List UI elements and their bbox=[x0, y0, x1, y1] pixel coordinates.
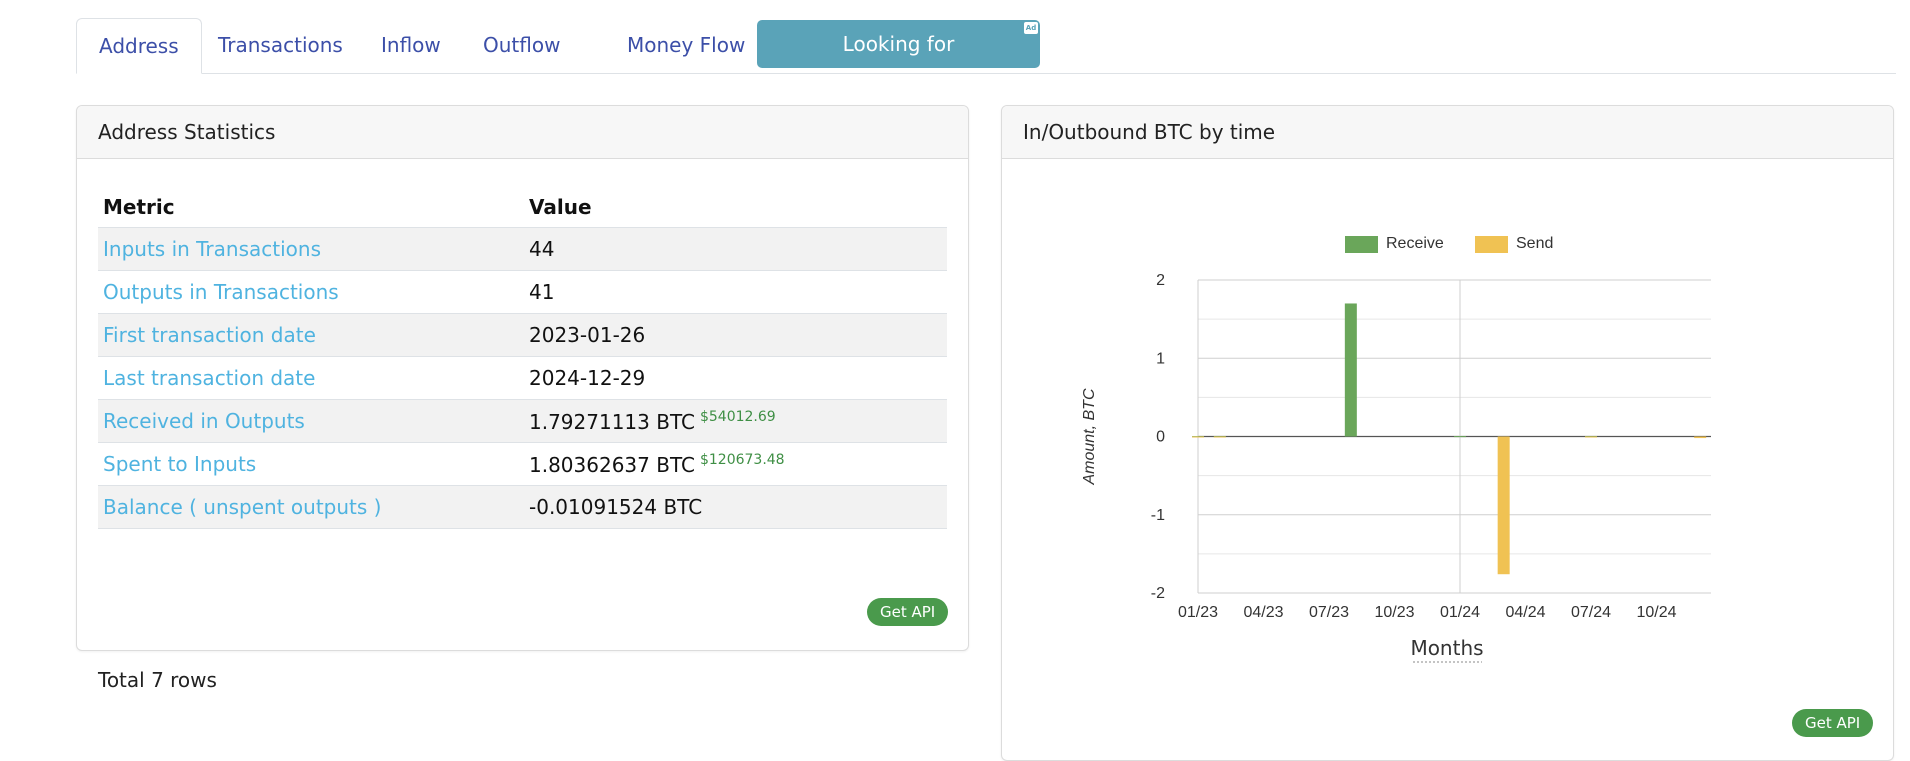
table-row: Balance ( unspent outputs ) -0.01091524 … bbox=[98, 485, 947, 529]
ad-badge: Ad bbox=[1024, 22, 1038, 34]
metric-value: 41 bbox=[524, 270, 947, 314]
y-tick-label: -1 bbox=[1151, 507, 1165, 524]
card-title: In/Outbound BTC by time bbox=[1002, 106, 1893, 159]
metric-value: 1.79271113 BTC $54012.69 bbox=[524, 399, 947, 443]
y-tick-label: 1 bbox=[1156, 350, 1165, 367]
x-tick-label: 10/23 bbox=[1374, 604, 1414, 621]
investigators-ad-button[interactable]: Looking for Investigators? Ad bbox=[757, 20, 1040, 104]
x-tick-label: 01/23 bbox=[1178, 604, 1218, 621]
y-tick-label: -2 bbox=[1151, 585, 1165, 602]
metric-link[interactable]: Last transaction date bbox=[98, 356, 524, 400]
table-row: Outputs in Transactions 41 bbox=[98, 270, 947, 314]
get-api-button[interactable]: Get API bbox=[867, 598, 949, 626]
bar-send bbox=[1585, 436, 1597, 438]
table-row: Inputs in Transactions 44 bbox=[98, 227, 947, 271]
get-api-button[interactable]: Get API bbox=[1792, 709, 1874, 737]
x-tick-label: 07/23 bbox=[1309, 604, 1349, 621]
metric-value: 2023-01-26 bbox=[524, 313, 947, 357]
metric-value: 44 bbox=[524, 227, 947, 271]
x-tick-label: 07/24 bbox=[1571, 604, 1611, 621]
legend-swatch-send bbox=[1475, 236, 1508, 253]
tab-inflow[interactable]: Inflow bbox=[381, 33, 441, 57]
x-axis-title: Months bbox=[1410, 636, 1483, 660]
legend-label-receive: Receive bbox=[1386, 235, 1444, 252]
statistics-table: Metric Value Inputs in Transactions 44 O… bbox=[98, 186, 947, 529]
address-statistics-card: Address Statistics Metric Value Inputs i… bbox=[76, 105, 969, 692]
table-row: Spent to Inputs 1.80362637 BTC $120673.48 bbox=[98, 442, 947, 486]
metric-link[interactable]: First transaction date bbox=[98, 313, 524, 357]
total-rows-label: Total 7 rows bbox=[98, 668, 217, 692]
metric-link[interactable]: Balance ( unspent outputs ) bbox=[98, 485, 524, 529]
tab-transactions[interactable]: Transactions bbox=[218, 33, 343, 57]
tab-money-flow[interactable]: Money Flow bbox=[627, 33, 746, 57]
bar-receive bbox=[1454, 436, 1466, 438]
legend-label-send: Send bbox=[1516, 235, 1554, 252]
metric-link[interactable]: Inputs in Transactions bbox=[98, 227, 524, 271]
metric-link[interactable]: Received in Outputs bbox=[98, 399, 524, 443]
metric-link[interactable]: Spent to Inputs bbox=[98, 442, 524, 486]
metric-link[interactable]: Outputs in Transactions bbox=[98, 270, 524, 314]
usd-value: $120673.48 bbox=[699, 451, 785, 468]
metric-value: 1.80362637 BTC $120673.48 bbox=[524, 442, 947, 486]
bar-send bbox=[1694, 436, 1707, 439]
legend-swatch-receive bbox=[1345, 236, 1378, 253]
y-tick-label: 0 bbox=[1156, 429, 1165, 446]
x-tick-label: 10/24 bbox=[1636, 604, 1676, 621]
table-row: Received in Outputs 1.79271113 BTC $54012… bbox=[98, 399, 947, 443]
bar-send bbox=[1192, 436, 1204, 438]
ad-button-label: Looking for Investigators? bbox=[828, 32, 969, 104]
table-row: First transaction date 2023-01-26 bbox=[98, 313, 947, 357]
x-tick-label: 04/23 bbox=[1243, 604, 1283, 621]
bar-receive bbox=[1344, 303, 1357, 437]
metric-value: 2024-12-29 bbox=[524, 356, 947, 400]
table-row: Last transaction date 2024-12-29 bbox=[98, 356, 947, 400]
bar-send bbox=[1497, 436, 1510, 575]
x-tick-label: 04/24 bbox=[1505, 604, 1545, 621]
usd-value: $54012.69 bbox=[699, 408, 776, 425]
metric-value: -0.01091524 BTC bbox=[524, 485, 947, 529]
x-tick-label: 01/24 bbox=[1440, 604, 1480, 621]
tab-address[interactable]: Address bbox=[76, 18, 202, 74]
bar-chart: 2 1 0 -1 -2 01/23 04/23 07/23 10/23 01/24 04/24 07/… bbox=[1081, 272, 1711, 663]
y-tick-label: 2 bbox=[1156, 272, 1165, 289]
y-axis-title: Amount, BTC bbox=[1081, 388, 1098, 485]
tab-outflow[interactable]: Outflow bbox=[483, 33, 561, 57]
column-header-metric: Metric bbox=[98, 186, 524, 228]
bar-send bbox=[1213, 436, 1226, 438]
column-header-value: Value bbox=[524, 186, 947, 228]
tab-bar: Address Transactions Inflow Outflow Mone… bbox=[76, 18, 1896, 104]
card-title: Address Statistics bbox=[77, 106, 968, 159]
